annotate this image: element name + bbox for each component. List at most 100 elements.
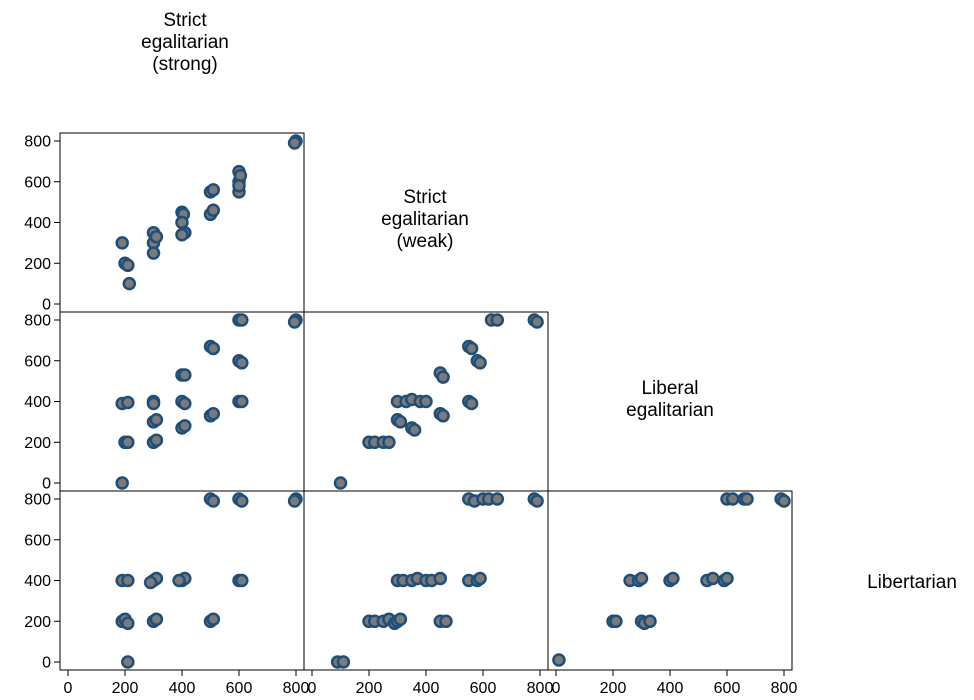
data-point	[720, 571, 734, 586]
data-point	[121, 395, 135, 410]
data-point	[333, 476, 348, 490]
data-point	[149, 433, 164, 447]
data-point	[121, 573, 135, 588]
data-point	[206, 183, 221, 197]
data-point	[175, 227, 189, 242]
x-tick-label: 800	[527, 680, 554, 697]
data-point	[725, 492, 740, 506]
data-point	[439, 614, 453, 629]
data-point	[393, 415, 408, 429]
x-tick-label: 400	[657, 680, 684, 697]
data-point	[149, 612, 164, 626]
data-point	[122, 276, 137, 291]
data-point	[115, 476, 129, 490]
y-tick-label: 800	[24, 134, 51, 151]
variable-label-line: (weak)	[396, 231, 453, 252]
x-tick-label: 200	[112, 680, 139, 697]
y-tick-label: 600	[24, 532, 51, 549]
panel-r1-c0	[59, 132, 305, 313]
variable-label-line: egalitarian	[626, 400, 714, 421]
data-point	[121, 258, 135, 273]
data-point	[121, 616, 135, 631]
variable-label-1: Strict egalitarian (strong)	[141, 10, 229, 75]
data-point	[287, 494, 302, 508]
data-point	[232, 179, 246, 193]
data-point	[419, 394, 433, 409]
y-tick-label: 200	[24, 256, 51, 273]
data-point	[206, 341, 221, 356]
panel-r3-c1	[303, 490, 549, 671]
data-point	[206, 494, 221, 508]
data-point	[235, 494, 249, 508]
x-tick-label: 400	[413, 680, 440, 697]
variable-label-line: Strict	[403, 187, 447, 208]
x-axis-col-1: 0 200 400 600 800	[308, 670, 554, 697]
y-tick-label: 800	[24, 313, 51, 330]
data-point	[235, 356, 249, 370]
variable-label-2: Strict egalitarian (weak)	[381, 187, 469, 252]
data-point	[206, 612, 221, 626]
data-point	[149, 230, 164, 244]
x-tick-label: 200	[356, 680, 383, 697]
y-tick-label: 600	[24, 353, 51, 370]
y-axis-row-2: 0 200 400 600 800	[24, 313, 60, 493]
data-point	[287, 136, 302, 150]
y-tick-label: 0	[42, 297, 51, 314]
x-tick-label: 400	[169, 680, 196, 697]
panel-r3-c2	[547, 490, 793, 671]
data-point	[436, 409, 450, 423]
data-point	[206, 203, 221, 218]
data-point	[464, 396, 479, 411]
data-point	[235, 313, 249, 327]
data-point	[433, 571, 448, 586]
y-tick-label: 0	[42, 655, 51, 672]
x-tick-label: 0	[552, 680, 561, 697]
x-axis-col-0: 0 200 400 600 800	[64, 670, 310, 697]
y-tick-label: 0	[42, 476, 51, 493]
x-tick-label: 200	[600, 680, 627, 697]
data-point	[666, 571, 680, 586]
y-tick-label: 200	[24, 435, 51, 452]
panel-r2-c1	[303, 311, 549, 492]
data-point	[490, 313, 505, 327]
data-point	[634, 571, 649, 586]
data-point	[206, 406, 221, 421]
x-tick-label: 600	[714, 680, 741, 697]
data-point	[382, 435, 396, 450]
x-tick-label: 800	[771, 680, 798, 697]
variable-label-line: egalitarian	[381, 209, 469, 230]
data-point	[609, 614, 623, 629]
y-tick-label: 800	[24, 492, 51, 509]
variable-label-line: Liberal	[641, 378, 698, 399]
variable-label-4: Libertarian	[867, 572, 957, 593]
data-point	[235, 394, 249, 409]
data-point	[777, 494, 791, 508]
x-tick-label: 0	[308, 680, 317, 697]
scatter-panels	[59, 132, 793, 671]
variable-label-line: egalitarian	[141, 32, 229, 53]
data-point	[530, 494, 544, 508]
data-point	[146, 396, 161, 411]
data-point	[115, 236, 129, 250]
data-point	[235, 573, 249, 588]
diagonal-variable-labels: Strict egalitarian (strong)Strict egalitari…	[141, 10, 957, 593]
y-tick-label: 400	[24, 215, 51, 232]
panel-r2-c0	[59, 311, 305, 492]
data-point	[407, 423, 422, 437]
data-point	[473, 356, 487, 370]
data-point	[530, 315, 544, 329]
data-point	[121, 435, 135, 450]
x-tick-label: 0	[64, 680, 73, 697]
y-tick-label: 400	[24, 394, 51, 411]
y-tick-label: 400	[24, 573, 51, 590]
data-point	[473, 571, 487, 586]
data-point	[706, 571, 720, 586]
data-point	[436, 370, 450, 384]
data-point	[149, 413, 164, 427]
x-tick-label: 800	[283, 680, 310, 697]
variable-label-3: Liberal egalitarian	[626, 378, 714, 421]
data-point	[178, 368, 192, 382]
data-point	[393, 612, 408, 626]
